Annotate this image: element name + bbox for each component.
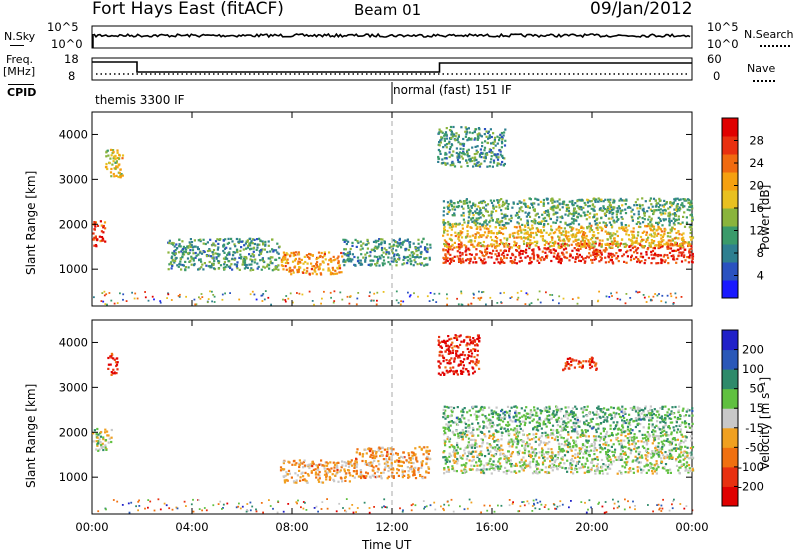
nsky-label: N.Sky [4, 30, 36, 43]
power-panel-cbtick-label-6: 28 [749, 134, 764, 148]
velocity-panel-xtick-label-3: 12:00 [375, 520, 408, 534]
velocity-panel-xtick-label-0: 00:00 [75, 520, 108, 534]
velocity-panel-cbtick-label-4: -15 [745, 421, 764, 435]
station-title: Fort Hays East (fitACF) [92, 0, 284, 19]
power-panel-cbtick-label-3: 16 [749, 201, 764, 215]
power-panel-colorbar-seg-2 [722, 244, 738, 263]
power-panel-colorbar-seg-0 [722, 280, 738, 299]
date-title: 09/Jan/2012 [590, 0, 693, 19]
power-panel-cbtick-label-2: 12 [749, 224, 764, 238]
freq-trace [92, 61, 692, 73]
velocity-panel-colorbar-seg-5 [722, 388, 738, 409]
x-axis-label: Time UT [362, 538, 412, 552]
velocity-panel-xtick-label-2: 08:00 [275, 520, 308, 534]
power-panel-band-2 [167, 237, 281, 272]
velocity-panel-ytick-label-3: 4000 [59, 335, 88, 349]
power-panel-band-6 [442, 224, 695, 249]
velocity-panel-ytick-label-1: 2000 [59, 425, 88, 439]
cpid-mode-2: normal (fast) 151 IF [393, 83, 512, 97]
nave-label: Nave [747, 62, 776, 75]
velocity-panel-colorbar-seg-2 [722, 447, 738, 468]
power-panel-ytick-label-3: 4000 [59, 127, 88, 141]
power-panel-colorbar-seg-8 [722, 136, 738, 155]
nave-tick-high: 60 [707, 52, 722, 66]
power-panel-band-0 [92, 220, 107, 248]
power-panel-cbtick-label-4: 20 [749, 179, 764, 193]
nsearch-tick-low: 10^0 [707, 37, 739, 51]
velocity-panel-band-5 [442, 405, 694, 435]
freq-unit: [MHz] [3, 65, 36, 78]
power-panel-colorbar-seg-4 [722, 208, 738, 227]
cpid-underline [8, 84, 34, 85]
nave-dots [753, 80, 775, 82]
velocity-panel-cbtick-label-0: 200 [742, 343, 764, 357]
nsky-trace [93, 32, 691, 39]
nsearch-dots [760, 45, 790, 47]
power-panel-cbtick-label-1: 8 [757, 246, 764, 260]
velocity-panel-cbtick-label-6: -100 [738, 460, 764, 474]
velocity-panel-colorbar-seg-0 [722, 486, 738, 507]
nave-tick-low: 0 [713, 69, 721, 83]
freq-tick-high: 18 [64, 52, 79, 66]
velocity-panel-colorbar-seg-6 [722, 369, 738, 390]
nsearch-label: N.Search [744, 28, 794, 41]
power-panel-band-8 [437, 125, 507, 168]
power-panel-band-4 [342, 237, 432, 267]
power-panel-colorbar-seg-1 [722, 262, 738, 281]
beam-title: Beam 01 [354, 1, 422, 19]
velocity-panel-ytick-label-0: 1000 [59, 470, 88, 484]
nsky-tick-high: 10^5 [47, 20, 79, 34]
velocity-panel-band-1 [107, 352, 119, 376]
velocity-panel-cbtick-label-7: -200 [738, 479, 764, 493]
power-panel-colorbar-seg-5 [722, 190, 738, 209]
velocity-panel-colorbar-seg-4 [722, 408, 738, 429]
power-panel-band-3 [280, 251, 344, 276]
power-panel-band-1 [104, 148, 125, 179]
power-panel-cbtick-label-5: 24 [749, 156, 764, 170]
cpid-mode-1: themis 3300 IF [95, 93, 185, 107]
freq-strip-frame [91, 57, 693, 81]
velocity-panel-band-2 [279, 459, 357, 484]
velocity-panel-colorbar-seg-8 [722, 330, 738, 351]
velocity-panel-cbtick-label-1: 100 [742, 362, 764, 376]
velocity-panel-band-0 [92, 427, 113, 452]
power-panel-near-range-scatter [93, 290, 683, 306]
nsearch-tick-high: 10^5 [707, 20, 739, 34]
velocity-panel-xtick-label-6: 00:00 [675, 520, 708, 534]
velocity-panel-xtick-label-1: 04:00 [175, 520, 208, 534]
power-panel-colorbar-seg-9 [722, 118, 738, 137]
velocity-panel-band-4 [442, 432, 695, 475]
velocity-panel-colorbar-seg-7 [722, 349, 738, 370]
velocity-panel-band-6 [437, 334, 481, 376]
freq-tick-low: 8 [68, 69, 76, 83]
velocity-panel-ytick-label-2: 3000 [59, 380, 88, 394]
velocity-panel-near-range-scatter [97, 498, 694, 514]
nsky-underline [10, 45, 24, 46]
velocity-panel-xtick-label-4: 16:00 [475, 520, 508, 534]
velocity-panel-cbtick-label-3: 15 [749, 401, 764, 415]
power-panel-ytick-label-0: 1000 [59, 262, 88, 276]
freq-label: Freq. [6, 53, 34, 66]
power-panel-ytick-label-1: 2000 [59, 217, 88, 231]
velocity-panel-band-7 [562, 356, 598, 372]
power-panel-colorbar-seg-3 [722, 226, 738, 245]
nsky-strip-frame [91, 25, 693, 49]
velocity-panel-colorbar-seg-1 [722, 466, 738, 487]
velocity-panel-band-3 [355, 445, 432, 480]
power-panel-ytick-label-2: 3000 [59, 172, 88, 186]
power-panel-cbtick-label-0: 4 [757, 269, 764, 283]
velocity-panel-colorbar-frame [721, 329, 739, 507]
velocity-panel-xtick-label-5: 20:00 [575, 520, 608, 534]
nsky-tick-low: 10^0 [51, 37, 83, 51]
power-panel-colorbar-seg-7 [722, 154, 738, 173]
velocity-panel-cbtick-label-5: -50 [745, 440, 764, 454]
velocity-panel-cbtick-label-2: 50 [749, 382, 764, 396]
velocity-panel-colorbar-seg-3 [722, 427, 738, 448]
power-panel-colorbar-seg-6 [722, 172, 738, 191]
cpid-label: CPID [7, 86, 37, 99]
